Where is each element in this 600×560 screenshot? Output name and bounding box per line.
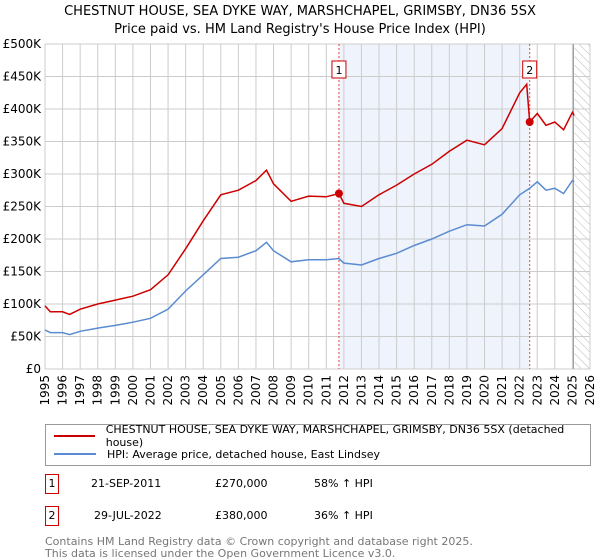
legend-label: CHESTNUT HOUSE, SEA DYKE WAY, MARSHCHAPE… xyxy=(105,423,565,449)
sale-label-box xyxy=(522,60,538,79)
y-tick-label: £250K xyxy=(3,200,43,214)
x-tick-label: 2006 xyxy=(231,375,245,406)
transaction-row: 2 29-JUL-2022 £380,000 36% ↑ HPI xyxy=(45,506,545,526)
x-tick-label: 2018 xyxy=(442,375,456,406)
x-tick-label: 2025 xyxy=(565,375,579,406)
series-line xyxy=(44,179,575,336)
x-tick-label: 2021 xyxy=(495,375,509,406)
x-tick-label: 2004 xyxy=(196,375,210,406)
sale-point xyxy=(525,118,534,126)
sale-point xyxy=(334,189,343,198)
x-tick-label: 2022 xyxy=(513,375,527,406)
x-tick-label: 2001 xyxy=(143,375,157,406)
x-tick-label: 2015 xyxy=(390,375,404,406)
x-tick-label: 2011 xyxy=(319,375,333,406)
sale-label: 1 xyxy=(335,64,342,77)
x-tick-label: 2017 xyxy=(425,375,439,406)
x-tick-label: 1995 xyxy=(38,375,52,406)
transaction-hpi: 58% ↑ HPI xyxy=(314,477,373,490)
legend-label: HPI: Average price, detached house, East… xyxy=(107,447,381,461)
transaction-price: £270,000 xyxy=(215,477,268,490)
title-line: CHESTNUT HOUSE, SEA DYKE WAY, MARSHCHAPE… xyxy=(64,4,536,19)
legend-item-property: CHESTNUT HOUSE, SEA DYKE WAY, MARSHCHAPE… xyxy=(54,423,590,449)
transaction-price: £380,000 xyxy=(215,509,268,522)
y-tick-label: £450K xyxy=(3,70,43,84)
legend-swatch-red xyxy=(54,435,95,437)
sale-label: 2 xyxy=(526,64,533,77)
x-tick-label: 2016 xyxy=(407,375,421,406)
x-tick-label: 2026 xyxy=(583,375,597,406)
y-tick-label: £300K xyxy=(3,167,43,181)
y-tick-label: £50K xyxy=(10,330,42,344)
transaction-date: 21-SEP-2011 xyxy=(91,477,162,490)
x-tick-label: 2003 xyxy=(179,375,193,406)
chart-title: CHESTNUT HOUSE, SEA DYKE WAY, MARSHCHAPE… xyxy=(0,3,600,39)
legend-item-hpi: HPI: Average price, detached house, East… xyxy=(54,446,380,462)
y-tick-label: £200K xyxy=(3,232,43,246)
sale-label-box xyxy=(331,60,347,79)
legend: CHESTNUT HOUSE, SEA DYKE WAY, MARSHCHAPE… xyxy=(45,423,591,466)
x-tick-label: 2002 xyxy=(161,375,175,406)
transaction-hpi: 36% ↑ HPI xyxy=(314,509,373,522)
x-tick-label: 2009 xyxy=(284,375,298,406)
x-tick-label: 2000 xyxy=(126,375,140,406)
x-tick-label: 2005 xyxy=(214,375,228,406)
subtitle-line: Price paid vs. HM Land Registry's House … xyxy=(114,22,486,37)
x-tick-label: 2024 xyxy=(548,375,562,406)
x-tick-label: 1997 xyxy=(73,375,87,406)
series-line xyxy=(44,82,575,316)
x-tick-label: 2008 xyxy=(267,375,281,406)
x-tick-label: 1996 xyxy=(56,375,70,406)
y-tick-label: £150K xyxy=(3,265,43,279)
footer: Contains HM Land Registry data © Crown c… xyxy=(45,536,473,560)
legend-swatch-blue xyxy=(54,453,96,455)
y-tick-label: £350K xyxy=(3,135,43,149)
transaction-row: 1 21-SEP-2011 £270,000 58% ↑ HPI xyxy=(45,474,545,494)
transaction-date: 29-JUL-2022 xyxy=(94,509,162,522)
y-tick-label: £400K xyxy=(3,102,43,116)
footer-line: Contains HM Land Registry data © Crown c… xyxy=(45,535,473,548)
x-tick-label: 2014 xyxy=(372,375,386,406)
price-chart: 1995 1996 1997 1998 1999 2000 2001 2002 2003 2004… xyxy=(3,37,597,406)
x-tick-label: 2007 xyxy=(249,375,263,406)
x-tick-label: 2019 xyxy=(460,375,474,406)
y-tick-label: £100K xyxy=(3,297,43,311)
x-tick-label: 1999 xyxy=(108,375,122,406)
footer-line: This data is licensed under the Open Gov… xyxy=(45,547,396,560)
x-tick-label: 2012 xyxy=(337,375,351,406)
x-tick-label: 2023 xyxy=(530,375,544,406)
x-tick-label: 2013 xyxy=(354,375,368,406)
marker-badge: 2 xyxy=(45,506,59,526)
y-tick-label: £500K xyxy=(3,37,43,51)
x-tick-label: 1998 xyxy=(91,375,105,406)
marker-badge: 1 xyxy=(45,474,59,494)
x-tick-label: 2010 xyxy=(302,375,316,406)
y-tick-label: £0 xyxy=(26,362,41,376)
x-tick-label: 2020 xyxy=(478,375,492,406)
